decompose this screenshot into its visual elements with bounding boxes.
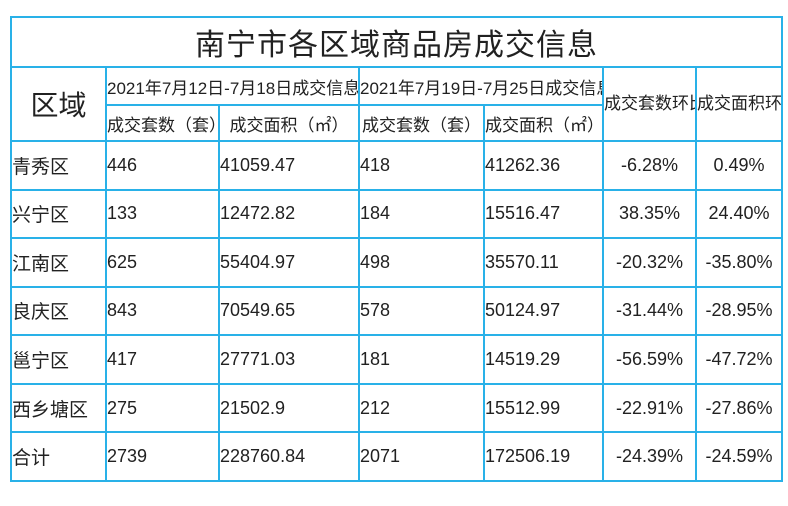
header-district: 区域 xyxy=(10,66,107,142)
table-row: 西乡塘区 275 21502.9 212 15512.99 -22.91% -2… xyxy=(10,382,784,434)
cell-units-1: 133 xyxy=(105,188,220,240)
cell-area-2: 15512.99 xyxy=(483,382,604,434)
header-units-mom: 成交套数环比 xyxy=(602,66,697,142)
cell-district: 青秀区 xyxy=(10,140,107,191)
cell-district: 邕宁区 xyxy=(10,334,107,385)
cell-units-mom: -31.44% xyxy=(602,285,697,337)
cell-units-2: 498 xyxy=(358,237,485,288)
cell-area-1: 41059.47 xyxy=(218,140,360,191)
cell-units-mom: -20.32% xyxy=(602,237,697,288)
cell-area-mom: 0.49% xyxy=(694,140,784,191)
table-title: 南宁市各区域商品房成交信息 xyxy=(9,16,784,68)
cell-area-1: 21502.9 xyxy=(218,382,360,434)
cell-units-2: 181 xyxy=(358,334,485,385)
table-row: 兴宁区 133 12472.82 184 15516.47 38.35% 24.… xyxy=(10,188,784,240)
cell-area-1: 12472.82 xyxy=(218,188,360,240)
table-row: 良庆区 843 70549.65 578 50124.97 -31.44% -2… xyxy=(10,285,784,337)
header-row-periods: 区域 2021年7月12日-7月18日成交信息 2021年7月19日-7月25日… xyxy=(10,66,784,142)
cell-units-mom: -22.91% xyxy=(602,382,697,434)
cell-units-2: 184 xyxy=(358,188,485,240)
cell-area-mom: -24.59% xyxy=(694,431,784,482)
cell-units-mom: -6.28% xyxy=(602,140,697,191)
cell-district: 合计 xyxy=(10,431,107,482)
cell-area-2: 41262.36 xyxy=(483,140,604,191)
cell-area-2: 14519.29 xyxy=(483,334,604,385)
header-area-2: 成交面积（㎡） xyxy=(483,104,604,142)
cell-units-2: 418 xyxy=(358,140,485,191)
table-row: 邕宁区 417 27771.03 181 14519.29 -56.59% -4… xyxy=(10,334,784,385)
cell-units-1: 275 xyxy=(105,382,220,434)
header-period-1: 2021年7月12日-7月18日成交信息 xyxy=(105,66,360,106)
cell-area-mom: 24.40% xyxy=(694,188,784,240)
header-period-2: 2021年7月19日-7月25日成交信息 xyxy=(358,66,604,106)
cell-district: 西乡塘区 xyxy=(10,382,107,434)
cell-district: 江南区 xyxy=(10,237,107,288)
cell-units-mom: 38.35% xyxy=(602,188,697,240)
cell-area-mom: -47.72% xyxy=(694,334,784,385)
cell-units-1: 446 xyxy=(105,140,220,191)
cell-units-1: 417 xyxy=(105,334,220,385)
cell-area-1: 55404.97 xyxy=(218,237,360,288)
cell-units-mom: -24.39% xyxy=(602,431,697,482)
cell-area-1: 70549.65 xyxy=(218,285,360,337)
table-row: 青秀区 446 41059.47 418 41262.36 -6.28% 0.4… xyxy=(10,140,784,191)
title-row: 南宁市各区域商品房成交信息 xyxy=(9,16,784,68)
cell-area-1: 228760.84 xyxy=(218,431,360,482)
cell-area-mom: -28.95% xyxy=(694,285,784,337)
cell-district: 良庆区 xyxy=(10,285,107,337)
cell-units-2: 578 xyxy=(358,285,485,337)
cell-units-1: 625 xyxy=(105,237,220,288)
header-units-1: 成交套数（套） xyxy=(105,104,220,142)
cell-area-mom: -35.80% xyxy=(694,237,784,288)
cell-area-1: 27771.03 xyxy=(218,334,360,385)
header-units-2: 成交套数（套） xyxy=(358,104,485,142)
cell-units-2: 212 xyxy=(358,382,485,434)
housing-deals-table: 南宁市各区域商品房成交信息 区域 2021年7月12日-7月18日成交信息 20… xyxy=(9,16,784,482)
cell-units-1: 843 xyxy=(105,285,220,337)
header-row-measures: 成交套数（套） 成交面积（㎡） 成交套数（套） 成交面积（㎡） xyxy=(11,104,782,142)
cell-area-mom: -27.86% xyxy=(694,382,784,434)
cell-area-2: 35570.11 xyxy=(483,237,604,288)
table-row: 江南区 625 55404.97 498 35570.11 -20.32% -3… xyxy=(10,237,784,288)
header-area-1: 成交面积（㎡） xyxy=(218,104,360,142)
cell-units-2: 2071 xyxy=(358,431,485,482)
cell-area-2: 15516.47 xyxy=(483,188,604,240)
cell-area-2: 50124.97 xyxy=(483,285,604,337)
cell-units-1: 2739 xyxy=(105,431,220,482)
cell-area-2: 172506.19 xyxy=(483,431,604,482)
cell-units-mom: -56.59% xyxy=(602,334,697,385)
table-row-total: 合计 2739 228760.84 2071 172506.19 -24.39%… xyxy=(10,431,784,482)
cell-district: 兴宁区 xyxy=(10,188,107,240)
header-area-mom: 成交面积环比 xyxy=(694,66,784,142)
